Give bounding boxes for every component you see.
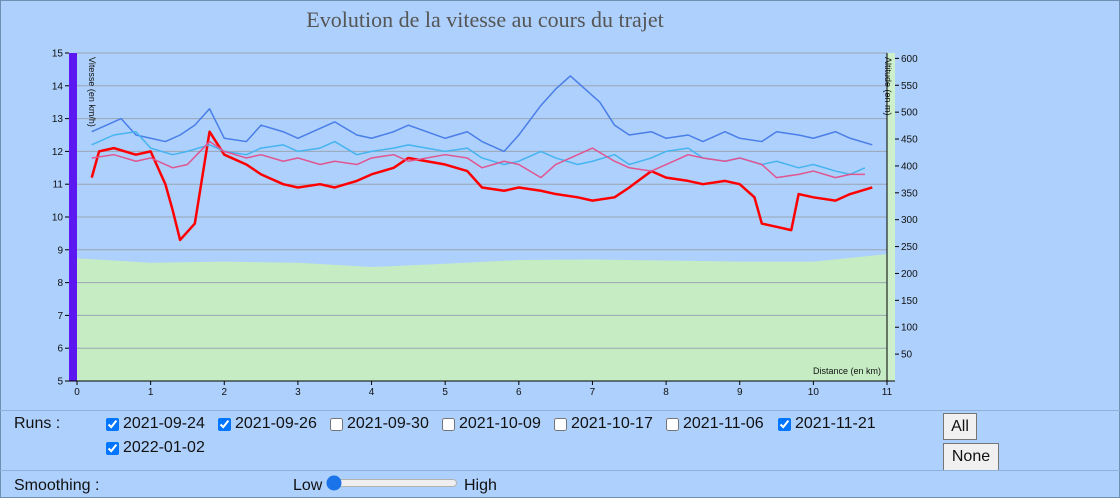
y2-tick-label: 500 xyxy=(901,108,918,119)
speed-series-line xyxy=(91,140,865,179)
y-tick-label: 9 xyxy=(57,245,63,256)
run-date-label: 2021-09-26 xyxy=(235,415,317,432)
y-tick-label: 6 xyxy=(57,344,63,355)
chart-title: Evolution de la vitesse au cours du traj… xyxy=(306,7,663,32)
run-option[interactable]: 2021-11-21 xyxy=(778,415,876,433)
speed-series-line xyxy=(90,130,873,242)
y2-tick-label: 600 xyxy=(901,54,918,65)
controls-divider xyxy=(0,410,1120,411)
select-none-button[interactable]: None xyxy=(943,443,999,471)
x-axis-label: Distance (en km) xyxy=(813,366,881,376)
x-tick-label: 8 xyxy=(663,387,669,398)
run-checkbox[interactable] xyxy=(106,417,119,431)
run-date-label: 2021-11-06 xyxy=(683,415,764,432)
speed-series-line xyxy=(91,75,873,153)
run-checkbox[interactable] xyxy=(666,417,679,431)
y-axis-label: Vitesse (en km/h) xyxy=(87,57,97,127)
y2-tick-label: 450 xyxy=(901,135,918,146)
run-date-label: 2021-11-21 xyxy=(795,415,876,432)
x-tick-label: 2 xyxy=(221,387,227,398)
run-date-label: 2021-09-24 xyxy=(123,415,205,432)
run-date-label: 2021-10-09 xyxy=(459,415,541,432)
y2-tick-label: 400 xyxy=(901,161,918,172)
run-option[interactable]: 2021-09-26 xyxy=(218,415,317,433)
run-checkbox[interactable] xyxy=(442,417,455,431)
y-tick-label: 14 xyxy=(52,81,64,92)
y-tick-label: 12 xyxy=(52,147,64,158)
smoothing-low-label: Low xyxy=(293,477,323,494)
x-tick-label: 1 xyxy=(148,387,154,398)
run-option[interactable]: 2021-10-17 xyxy=(554,415,653,433)
y-tick-label: 15 xyxy=(52,49,64,60)
y-tick-label: 8 xyxy=(57,278,63,289)
y2-tick-label: 550 xyxy=(901,81,918,92)
y2-tick-label: 50 xyxy=(901,350,913,361)
smoothing-slider[interactable] xyxy=(326,475,458,491)
run-option[interactable]: 2021-09-30 xyxy=(330,415,429,433)
y2-axis-label: Altitude (en m) xyxy=(883,57,893,116)
smoothing-divider xyxy=(0,470,1120,471)
x-tick-label: 7 xyxy=(590,387,596,398)
run-checkbox[interactable] xyxy=(554,417,567,431)
speed-chart: Evolution de la vitesse au cours du traj… xyxy=(52,7,918,399)
left-axis-bar xyxy=(69,53,77,381)
x-tick-label: 3 xyxy=(295,387,301,398)
run-date-label: 2022-01-02 xyxy=(123,439,205,456)
y2-tick-label: 200 xyxy=(901,269,918,280)
right-axis-bar xyxy=(887,53,895,381)
y-tick-label: 11 xyxy=(53,180,64,191)
x-tick-label: 5 xyxy=(442,387,448,398)
x-tick-label: 11 xyxy=(882,387,893,398)
runs-label: Runs : xyxy=(14,415,61,432)
y-tick-label: 7 xyxy=(57,311,63,322)
y2-tick-label: 250 xyxy=(901,242,918,253)
run-date-label: 2021-10-17 xyxy=(571,415,653,432)
run-option[interactable]: 2021-09-24 xyxy=(106,415,205,433)
y-tick-label: 13 xyxy=(52,114,64,125)
y-tick-label: 10 xyxy=(52,213,64,224)
smoothing-high-label: High xyxy=(464,477,497,494)
x-tick-label: 9 xyxy=(737,387,743,398)
smoothing-label: Smoothing : xyxy=(14,477,100,494)
run-date-label: 2021-09-30 xyxy=(347,415,429,432)
x-tick-label: 0 xyxy=(74,387,80,398)
run-checkbox[interactable] xyxy=(330,417,343,431)
x-tick-label: 4 xyxy=(369,387,375,398)
x-tick-label: 10 xyxy=(808,387,820,398)
run-checkbox[interactable] xyxy=(778,417,791,431)
series-layer xyxy=(90,75,873,242)
run-checkbox[interactable] xyxy=(218,417,231,431)
run-checkbox[interactable] xyxy=(106,441,119,455)
run-option[interactable]: 2022-01-02 xyxy=(106,439,205,457)
y2-tick-label: 300 xyxy=(901,215,918,226)
run-option[interactable]: 2021-10-09 xyxy=(442,415,541,433)
x-tick-label: 6 xyxy=(516,387,522,398)
y2-tick-label: 350 xyxy=(901,188,918,199)
y2-tick-label: 100 xyxy=(901,323,918,334)
altitude-area xyxy=(77,254,887,381)
altitude-layer xyxy=(77,254,887,381)
run-option[interactable]: 2021-11-06 xyxy=(666,415,764,433)
y2-tick-label: 150 xyxy=(901,296,918,307)
y-tick-label: 5 xyxy=(57,377,63,388)
select-all-button[interactable]: All xyxy=(943,413,977,440)
